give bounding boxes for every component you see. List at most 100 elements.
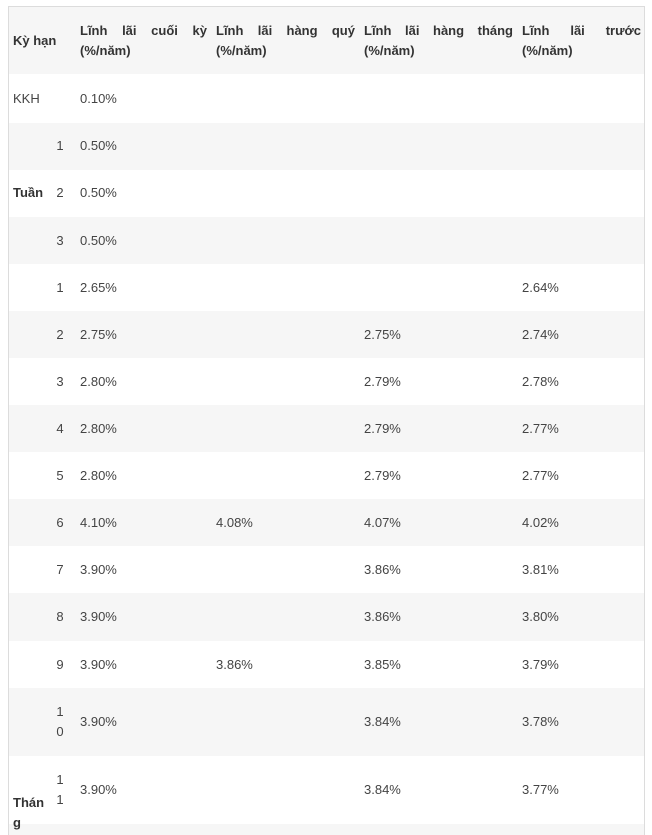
table-row: 8 3.90% 3.86% 3.80% — [9, 593, 644, 641]
cell-quarterly: 3.86% — [216, 657, 253, 672]
header-before-word-3: trước — [605, 23, 641, 38]
term-number: 3 — [56, 233, 64, 248]
cell-monthly: 3.86% — [364, 609, 401, 624]
header-quarterly: Lĩnh lãi hàng quý — [216, 21, 355, 41]
cell-monthly: 2.75% — [364, 327, 401, 342]
cell-monthly: 2.79% — [364, 374, 401, 389]
cell-monthly: 3.86% — [364, 562, 401, 577]
table-row: 7 3.90% 3.86% 3.81% — [9, 546, 644, 593]
header-interest-before: Lĩnh lãi trước — [522, 21, 641, 41]
table-row: 1 0.50% — [9, 123, 644, 170]
header-end-word-3: cuối — [151, 23, 178, 38]
term-number-digit-2: 0 — [56, 724, 64, 739]
cell-end: 3.90% — [80, 609, 117, 624]
cell-before: 3.81% — [522, 562, 559, 577]
table-row: 6 4.10% 4.08% 4.07% 4.02% — [9, 499, 644, 546]
cell-end: 3.90% — [80, 657, 117, 672]
term-number: 7 — [56, 562, 64, 577]
table-row-partial — [9, 824, 644, 835]
header-quarter-word-3: hàng — [286, 23, 318, 38]
cell-end: 3.90% — [80, 562, 117, 577]
header-end-word-2: lãi — [122, 23, 137, 38]
header-quarter-unit: (%/năm) — [216, 43, 267, 58]
header-before-word-2: lãi — [570, 23, 585, 38]
cell-before: 3.78% — [522, 714, 559, 729]
cell-end: 0.50% — [80, 138, 117, 153]
cell-before: 2.78% — [522, 374, 559, 389]
cell-end: 4.10% — [80, 515, 117, 530]
header-end-word-1: Lĩnh — [80, 23, 108, 38]
term-number: 3 — [56, 374, 64, 389]
table-header-row: Kỳ hạn Lĩnh lãi cuối kỳ (%/năm) Lĩnh lãi… — [9, 7, 644, 74]
cell-end: 0.50% — [80, 233, 117, 248]
cell-end: 0.10% — [80, 91, 117, 106]
table-row: 3 0.50% — [9, 217, 644, 264]
cell-monthly: 3.84% — [364, 714, 401, 729]
cell-monthly: 3.85% — [364, 657, 401, 672]
term-number: 5 — [56, 468, 64, 483]
term-number-digit-2: 1 — [56, 792, 64, 807]
table-row: KKH 0.10% — [9, 74, 644, 123]
table-row: 1 2.65% 2.64% — [9, 264, 644, 311]
header-end-word-4: kỳ — [192, 23, 207, 38]
table-row: 4 2.80% 2.79% 2.77% — [9, 405, 644, 452]
cell-end: 2.75% — [80, 327, 117, 342]
header-end-of-term: Lĩnh lãi cuối kỳ — [80, 21, 207, 41]
table-row: 1 0 3.90% 3.84% 3.78% — [9, 688, 644, 756]
table-row: 2 0.50% — [9, 170, 644, 217]
term-number: 9 — [56, 657, 64, 672]
header-end-unit: (%/năm) — [80, 43, 131, 58]
header-month-word-4: tháng — [477, 23, 513, 38]
header-monthly: Lĩnh lãi hàng tháng — [364, 21, 513, 41]
table-row: 1 1 3.90% 3.84% 3.77% — [9, 756, 644, 824]
term-number: 1 — [56, 138, 64, 153]
term-number-digit-1: 1 — [56, 704, 64, 719]
term-number: 6 — [56, 515, 64, 530]
term-number: 2 — [56, 327, 64, 342]
table-row: 5 2.80% 2.79% 2.77% — [9, 452, 644, 499]
header-quarter-word-2: lãi — [257, 23, 273, 38]
term-number: 2 — [56, 185, 64, 200]
cell-before: 2.74% — [522, 327, 559, 342]
cell-monthly: 3.84% — [364, 782, 401, 797]
month-group-label-line2: g — [13, 815, 21, 830]
term-number: 1 — [56, 280, 64, 295]
cell-before: 2.77% — [522, 468, 559, 483]
cell-end: 2.80% — [80, 468, 117, 483]
cell-end: 3.90% — [80, 714, 117, 729]
table-row: 9 3.90% 3.86% 3.85% 3.79% — [9, 641, 644, 688]
header-month-word-2: lãi — [404, 23, 420, 38]
term-number: 4 — [56, 421, 64, 436]
cell-monthly: 4.07% — [364, 515, 401, 530]
header-month-unit: (%/năm) — [364, 43, 415, 58]
cell-before: 4.02% — [522, 515, 559, 530]
interest-rate-table: Kỳ hạn Lĩnh lãi cuối kỳ (%/năm) Lĩnh lãi… — [8, 6, 645, 835]
term-number: 8 — [56, 609, 64, 624]
cell-end: 2.65% — [80, 280, 117, 295]
cell-end: 2.80% — [80, 374, 117, 389]
cell-before: 3.77% — [522, 782, 559, 797]
week-group-label: Tuần — [13, 185, 44, 200]
cell-end: 2.80% — [80, 421, 117, 436]
cell-before: 3.80% — [522, 609, 559, 624]
month-group-label-line1: Thán — [13, 795, 45, 810]
cell-monthly: 2.79% — [364, 421, 401, 436]
cell-before: 2.77% — [522, 421, 559, 436]
header-quarter-word-1: Lĩnh — [216, 23, 244, 38]
table-row: 2 2.75% 2.75% 2.74% — [9, 311, 644, 358]
term-number-digit-1: 1 — [56, 772, 64, 787]
header-before-word-1: Lĩnh — [522, 23, 550, 38]
header-month-word-1: Lĩnh — [364, 23, 392, 38]
table-row: 3 2.80% 2.79% 2.78% — [9, 358, 644, 405]
cell-quarterly: 4.08% — [216, 515, 253, 530]
header-quarter-word-4: quý — [331, 23, 355, 38]
kkh-label: KKH — [13, 91, 40, 106]
cell-end: 3.90% — [80, 782, 117, 797]
header-before-unit: (%/năm) — [522, 43, 573, 58]
cell-before: 3.79% — [522, 657, 559, 672]
cell-before: 2.64% — [522, 280, 559, 295]
header-month-word-3: hàng — [433, 23, 465, 38]
cell-monthly: 2.79% — [364, 468, 401, 483]
cell-end: 0.50% — [80, 185, 117, 200]
header-term: Kỳ hạn — [13, 33, 57, 48]
